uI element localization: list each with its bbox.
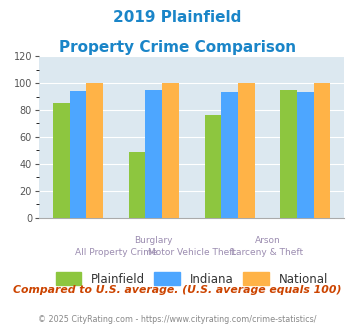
Text: All Property Crime: All Property Crime: [75, 248, 157, 257]
Bar: [314, 83, 331, 218]
Text: Property Crime Comparison: Property Crime Comparison: [59, 40, 296, 54]
Bar: [221, 92, 238, 218]
Bar: [162, 83, 179, 218]
Bar: [204, 115, 221, 218]
Bar: [297, 92, 314, 218]
Bar: [70, 91, 86, 218]
Bar: [146, 90, 162, 218]
Text: Motor Vehicle Theft: Motor Vehicle Theft: [148, 248, 236, 257]
Text: Burglary: Burglary: [135, 236, 173, 245]
Legend: Plainfield, Indiana, National: Plainfield, Indiana, National: [55, 272, 328, 285]
Bar: [53, 103, 70, 218]
Text: © 2025 CityRating.com - https://www.cityrating.com/crime-statistics/: © 2025 CityRating.com - https://www.city…: [38, 315, 317, 324]
Bar: [280, 90, 297, 218]
Text: Compared to U.S. average. (U.S. average equals 100): Compared to U.S. average. (U.S. average …: [13, 285, 342, 295]
Bar: [129, 152, 146, 218]
Bar: [86, 83, 103, 218]
Text: 2019 Plainfield: 2019 Plainfield: [113, 10, 242, 25]
Text: Arson: Arson: [255, 236, 280, 245]
Bar: [238, 83, 255, 218]
Text: Larceny & Theft: Larceny & Theft: [231, 248, 304, 257]
